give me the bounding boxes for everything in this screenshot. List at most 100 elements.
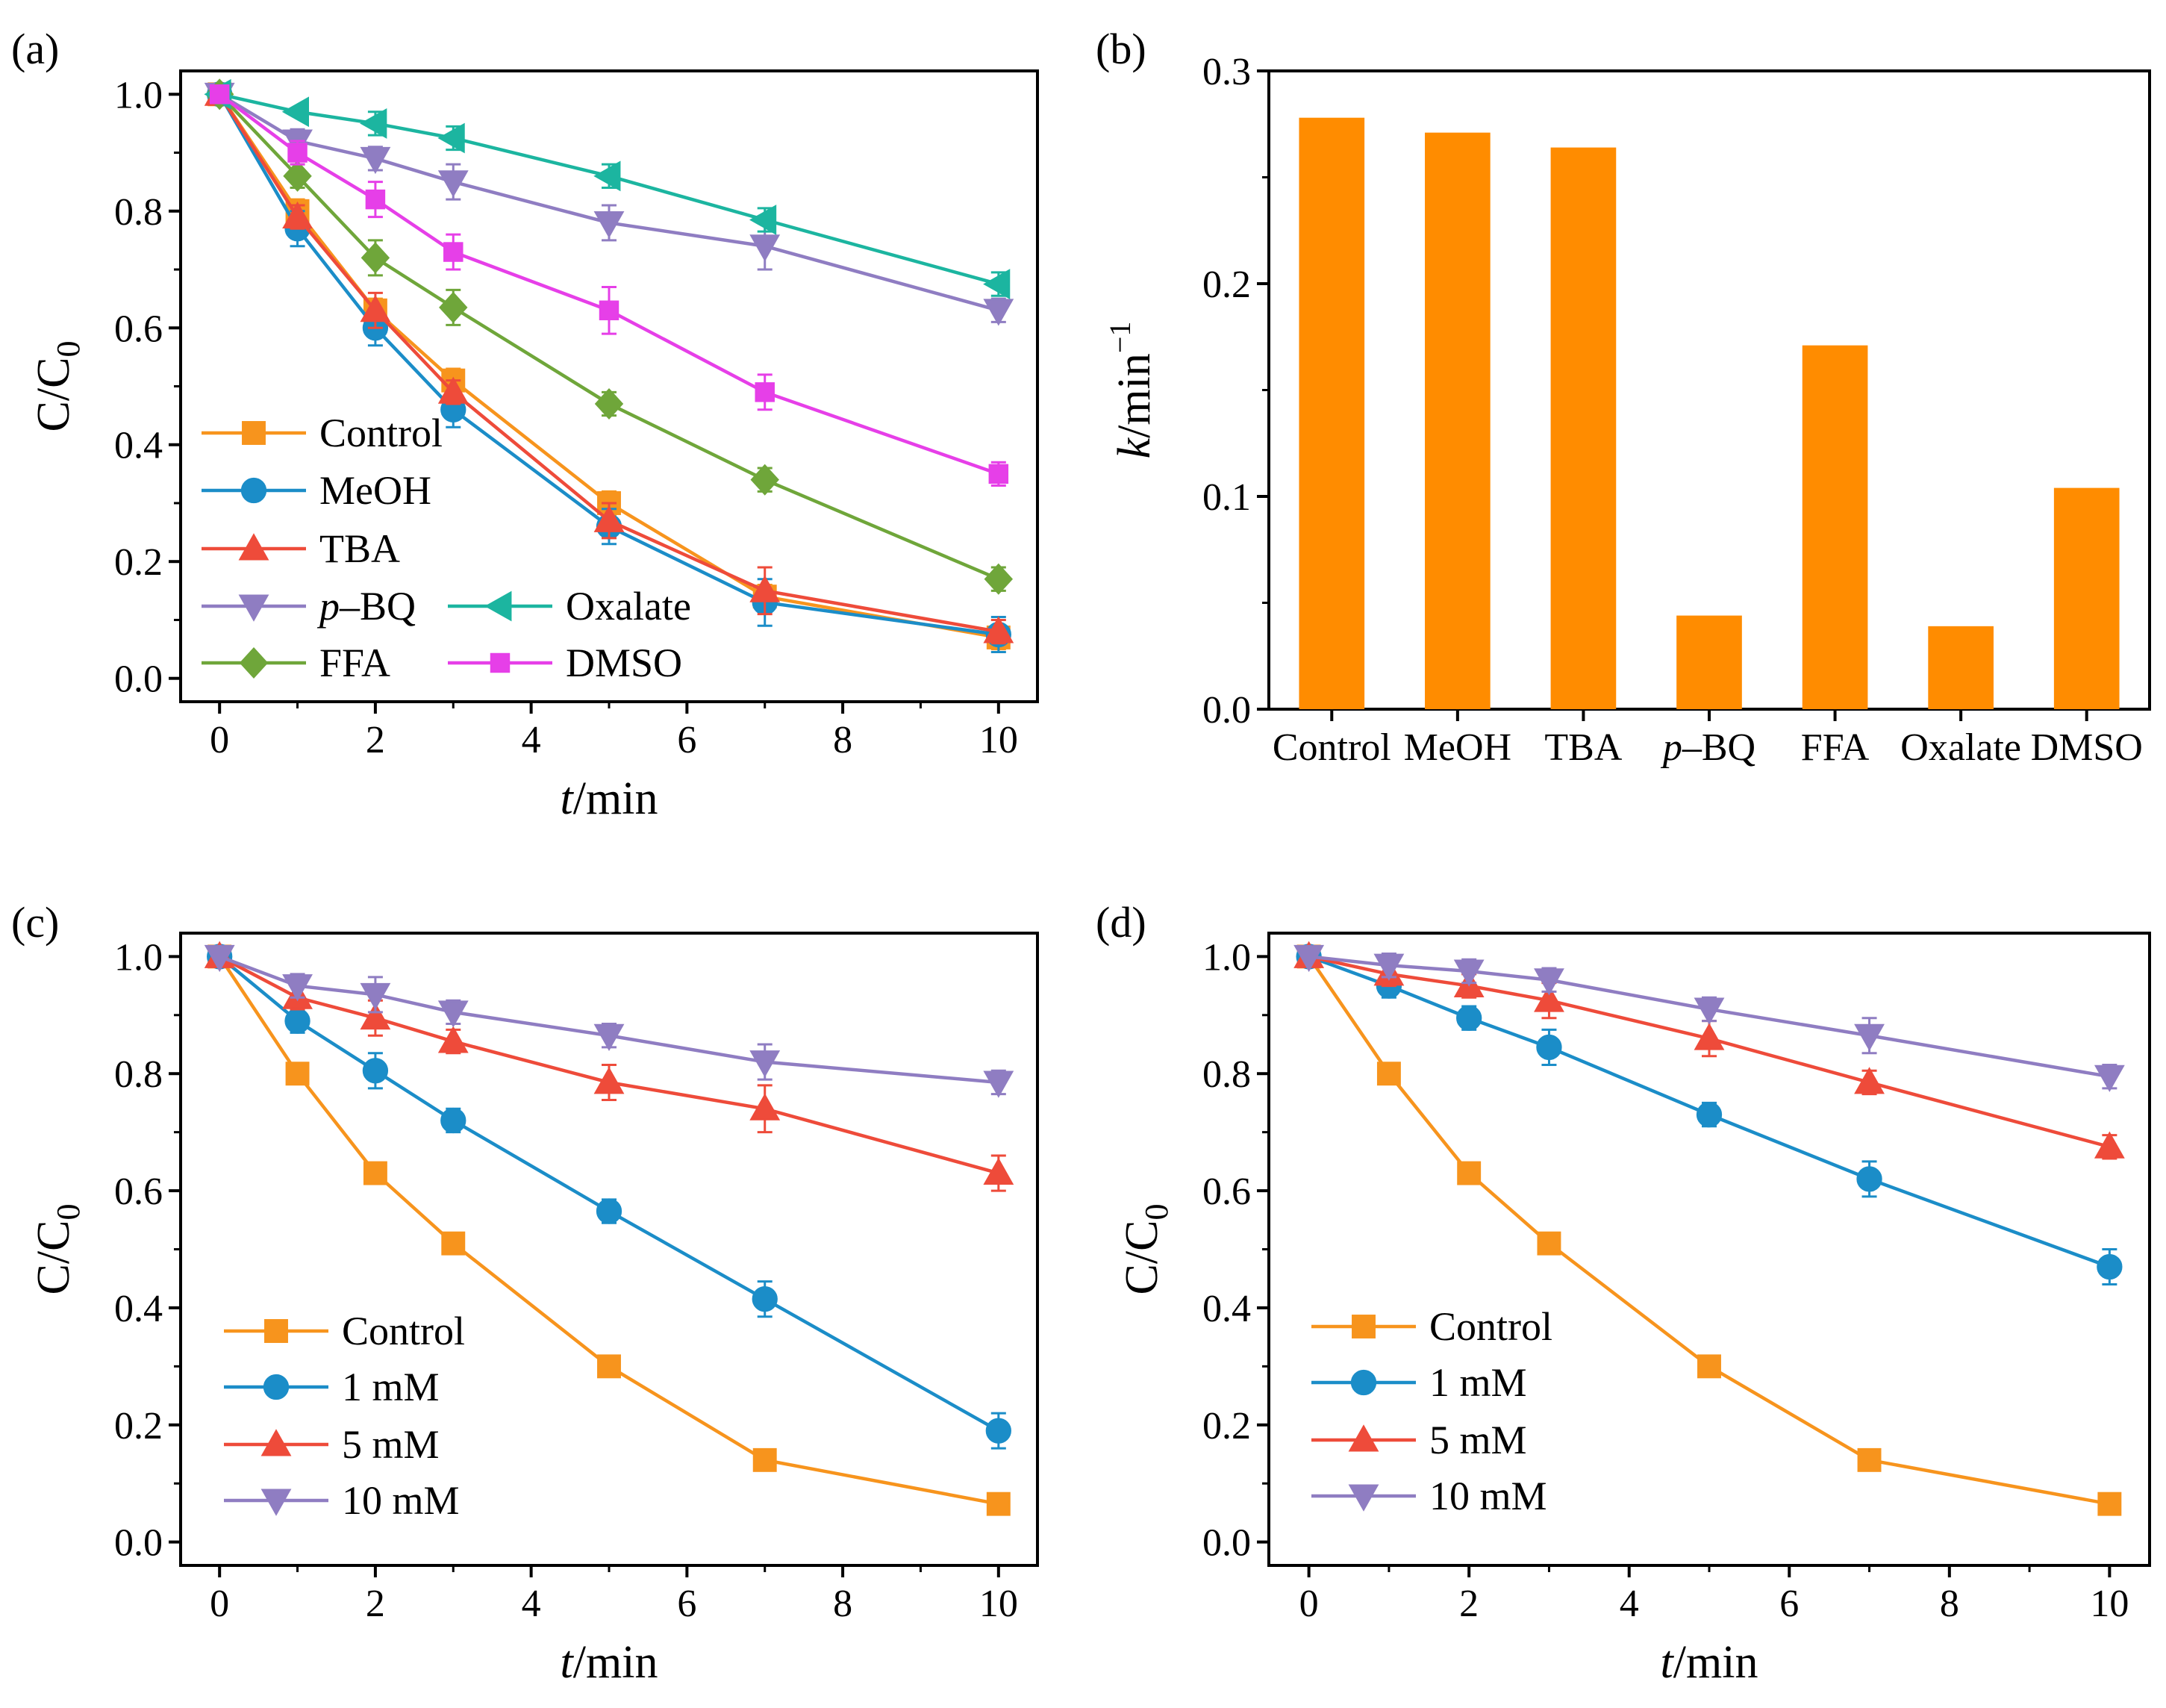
data-point (360, 1002, 391, 1030)
data-point (983, 1070, 1014, 1098)
x-tick-label: DMSO (2031, 726, 2143, 769)
series-5-mm (204, 941, 1014, 1192)
legend-label: 5 mM (1429, 1418, 1527, 1462)
data-point (599, 300, 619, 321)
data-point (1697, 1354, 1721, 1379)
data-point (1534, 968, 1564, 996)
y-tick-label: 0.4 (114, 425, 163, 467)
x-tick-label: TBA (1544, 726, 1622, 769)
data-point (593, 1023, 625, 1051)
data-point (749, 1050, 781, 1078)
series-line (219, 93, 999, 286)
data-point (1457, 1161, 1482, 1185)
bar-ffa (1802, 345, 1868, 709)
data-point (284, 1008, 310, 1034)
series-ffa (205, 78, 1014, 595)
legend-label: 1 mM (342, 1365, 440, 1409)
legend-item: Control (202, 411, 443, 455)
x-tick-label: MeOH (1404, 726, 1511, 769)
legend-item: 1 mM (224, 1365, 440, 1409)
panel-label: (c) (11, 898, 59, 947)
data-point (437, 170, 469, 198)
x-tick-label: Oxalate (1900, 726, 2021, 769)
y-tick-label: 0.2 (1202, 1405, 1251, 1447)
x-tick-label: 6 (677, 1583, 696, 1625)
data-point (749, 575, 781, 602)
legend-marker (263, 1374, 290, 1400)
data-point (443, 242, 464, 262)
data-point (752, 1286, 778, 1312)
legend-label: Oxalate (566, 584, 691, 629)
legend-item: 10 mM (224, 1478, 460, 1523)
legend-item: FFA (202, 640, 390, 685)
legend-label: MeOH (319, 468, 431, 513)
panel-a-line-chart: (a) 0 2 4 6 8 10 0.0 0.2 0.4 0.6 0.8 1.0 t/min C/C0 Con… (11, 25, 1039, 824)
data-point (983, 616, 1014, 643)
legend-marker (1350, 1369, 1377, 1396)
data-point (204, 944, 235, 973)
data-point (983, 269, 1011, 299)
data-point (593, 211, 625, 239)
data-point (752, 1447, 777, 1472)
data-point (1453, 959, 1485, 987)
legend-item: Control (1311, 1304, 1552, 1349)
legend-marker (260, 1429, 292, 1456)
y-tick-label: 0.8 (1202, 1053, 1251, 1096)
x-tick-label: 2 (1459, 1583, 1479, 1625)
legend-marker (264, 1319, 288, 1343)
data-point (440, 1107, 466, 1134)
y-tick-label: 0.4 (114, 1288, 163, 1330)
x-tick-label: 6 (677, 719, 696, 761)
bar-p-bq (1676, 615, 1742, 709)
x-tick-label: 10 (979, 719, 1018, 761)
data-point (285, 1062, 310, 1086)
panel-label: (a) (11, 25, 59, 73)
data-point (2094, 1065, 2125, 1092)
data-point (1537, 1231, 1561, 1256)
legend-item: 5 mM (224, 1422, 440, 1467)
data-point (1694, 997, 1725, 1025)
plot-frame (1267, 69, 2151, 711)
legend-item: Oxalate (448, 584, 691, 629)
x-tick-label: 10 (979, 1583, 1018, 1625)
series-dmso (209, 84, 1009, 487)
legend-label: Control (319, 411, 443, 455)
legend-item: 10 mM (1311, 1474, 1547, 1518)
legend-marker (239, 646, 269, 679)
x-tick-label: 8 (1940, 1583, 1959, 1625)
data-point (1534, 985, 1564, 1012)
legend-label: FFA (319, 640, 390, 685)
data-point (749, 205, 777, 235)
data-point (755, 382, 775, 402)
data-point (437, 1026, 469, 1053)
legend-label: TBA (319, 526, 400, 571)
x-tick-label: 8 (833, 1583, 852, 1625)
legend-marker (238, 594, 269, 622)
data-point (597, 1354, 621, 1379)
y-tick-label: 0.2 (1202, 264, 1251, 306)
x-tick-label: 4 (1620, 1583, 1639, 1625)
series-control (1296, 944, 2122, 1516)
data-point (363, 1161, 387, 1185)
data-point (749, 1093, 781, 1121)
data-point (283, 160, 312, 192)
bar-control (1299, 117, 1365, 709)
legend: Control 1 mM 5 mM 10 mM (1311, 1304, 1552, 1518)
data-point (365, 189, 386, 210)
data-point (361, 242, 390, 274)
data-point (1694, 1023, 1725, 1050)
legend-item: 1 mM (1311, 1360, 1527, 1405)
bar-oxalate (1928, 626, 1994, 709)
legend-marker (1348, 1424, 1379, 1452)
x-tick-label: 4 (522, 719, 541, 761)
data-point (437, 1000, 469, 1028)
y-tick-label: 0.0 (114, 658, 163, 701)
data-point (986, 1492, 1011, 1516)
legend-item: Control (224, 1309, 465, 1353)
data-point (596, 1198, 622, 1224)
x-tick-label: 2 (366, 1583, 385, 1625)
legend-label: 5 mM (342, 1422, 440, 1467)
panel-label: (d) (1096, 898, 1146, 947)
bar-dmso (2053, 487, 2120, 709)
